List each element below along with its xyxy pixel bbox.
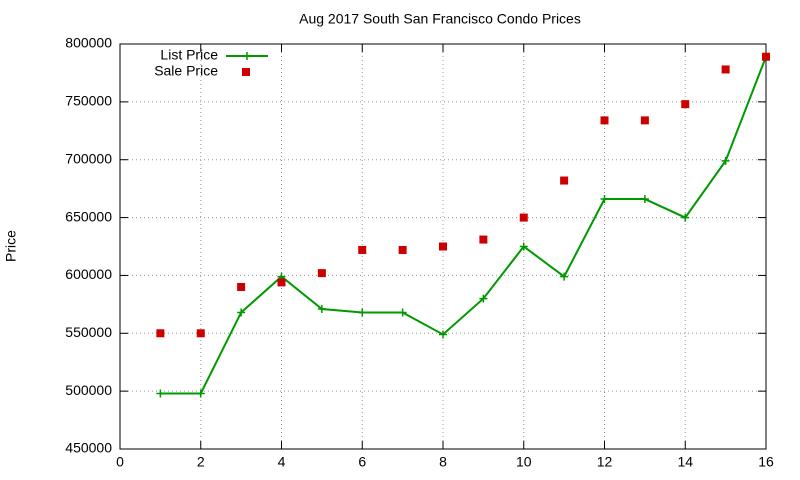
point (156, 329, 165, 338)
legend-label: Sale Price (154, 63, 218, 79)
y-tick-label: 700000 (65, 150, 112, 166)
point (358, 308, 367, 317)
point (681, 213, 690, 222)
line (160, 56, 767, 395)
point (640, 195, 649, 204)
y-axis-label: Price (3, 230, 19, 262)
y-tick-label: 800000 (65, 35, 112, 51)
y-tick-label: 500000 (65, 382, 112, 398)
x-tick-label: 10 (516, 454, 532, 470)
point (519, 242, 528, 251)
point (721, 65, 730, 74)
y-tick-label: 650000 (65, 208, 112, 224)
x-tick-label: 16 (758, 454, 774, 470)
point (237, 308, 246, 317)
point (479, 294, 488, 303)
point (398, 245, 407, 254)
x-tick-label: 12 (597, 454, 613, 470)
y-tick-label: 450000 (65, 440, 112, 456)
point (762, 52, 770, 61)
point (317, 269, 326, 278)
point (479, 235, 488, 244)
point (439, 330, 447, 339)
point (196, 329, 205, 338)
point (600, 195, 609, 204)
y-tick-label: 600000 (65, 266, 112, 282)
plot-border (119, 43, 767, 450)
x-tick-label: 2 (197, 454, 205, 470)
point (242, 68, 250, 76)
point (317, 304, 326, 313)
y-tick-label: 750000 (65, 93, 112, 109)
point (237, 283, 246, 291)
point (277, 278, 286, 287)
x-tick-label: 6 (358, 454, 366, 470)
point (196, 389, 205, 398)
chart-title: Aug 2017 South San Francisco Condo Price… (299, 11, 581, 27)
y-tick-label: 550000 (65, 324, 112, 340)
point (519, 213, 528, 222)
x-tick-label: 0 (116, 454, 124, 470)
x-tick-label: 14 (677, 454, 693, 470)
point (560, 176, 569, 185)
point (243, 52, 251, 60)
point (721, 156, 730, 165)
point (640, 116, 649, 125)
point (156, 389, 165, 398)
x-tick-label: 4 (278, 454, 286, 470)
point (398, 308, 407, 317)
point (600, 116, 609, 125)
point (358, 245, 367, 254)
legend-label: List Price (160, 47, 218, 63)
point (439, 242, 447, 251)
point (681, 100, 690, 109)
point (560, 272, 569, 281)
x-tick-label: 8 (439, 454, 447, 470)
